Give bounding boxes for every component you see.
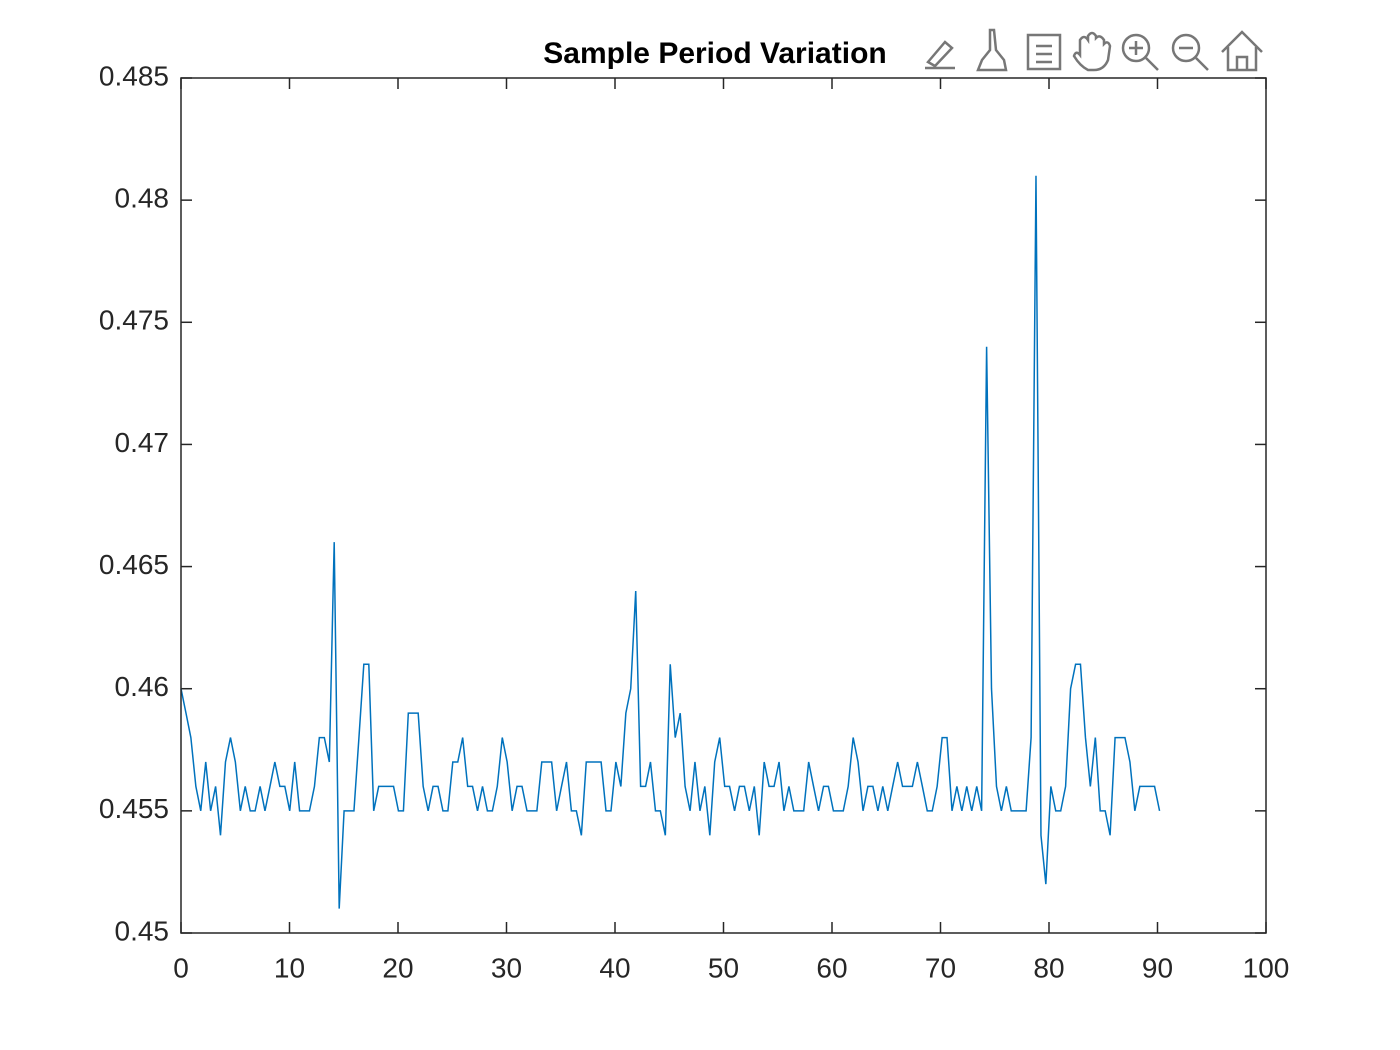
x-tick-label: 20 <box>382 952 413 983</box>
x-tick-label: 90 <box>1142 952 1173 983</box>
plot-area: 0.45 0.455 0.46 0.465 0.47 0.475 0.48 0.485 0 10 2… <box>99 60 1289 983</box>
y-tick-label: 0.47 <box>115 427 170 458</box>
y-tick-label: 0.475 <box>99 305 169 336</box>
x-tick-label: 80 <box>1033 952 1064 983</box>
y-tick-label: 0.465 <box>99 549 169 580</box>
home-button[interactable] <box>1221 30 1263 72</box>
export-button[interactable] <box>925 40 955 70</box>
brush-button[interactable] <box>976 28 1008 72</box>
zoom-in-button[interactable] <box>1121 33 1159 71</box>
x-tick-label: 60 <box>816 952 847 983</box>
y-tick-label: 0.455 <box>99 793 169 824</box>
pan-button[interactable] <box>1072 31 1112 72</box>
x-tick-label: 70 <box>925 952 956 983</box>
axes-box <box>180 77 1267 934</box>
y-tick-label: 0.46 <box>115 671 170 702</box>
y-tick-label: 0.48 <box>115 183 170 214</box>
x-tick-label: 30 <box>491 952 522 983</box>
x-tick-label: 40 <box>599 952 630 983</box>
toolbar[interactable] <box>914 28 1266 76</box>
y-tick-label: 0.485 <box>99 60 169 91</box>
datatip-button[interactable] <box>1026 33 1062 71</box>
data-line <box>180 175 1161 909</box>
chart-title: Sample Period Variation <box>543 37 886 70</box>
y-tick-label: 0.45 <box>115 915 170 946</box>
x-tick-label: 0 <box>173 952 189 983</box>
zoom-out-button[interactable] <box>1171 33 1209 71</box>
x-tick-label: 50 <box>708 952 739 983</box>
x-tick-label: 10 <box>274 952 305 983</box>
x-tick-label: 100 <box>1243 952 1290 983</box>
